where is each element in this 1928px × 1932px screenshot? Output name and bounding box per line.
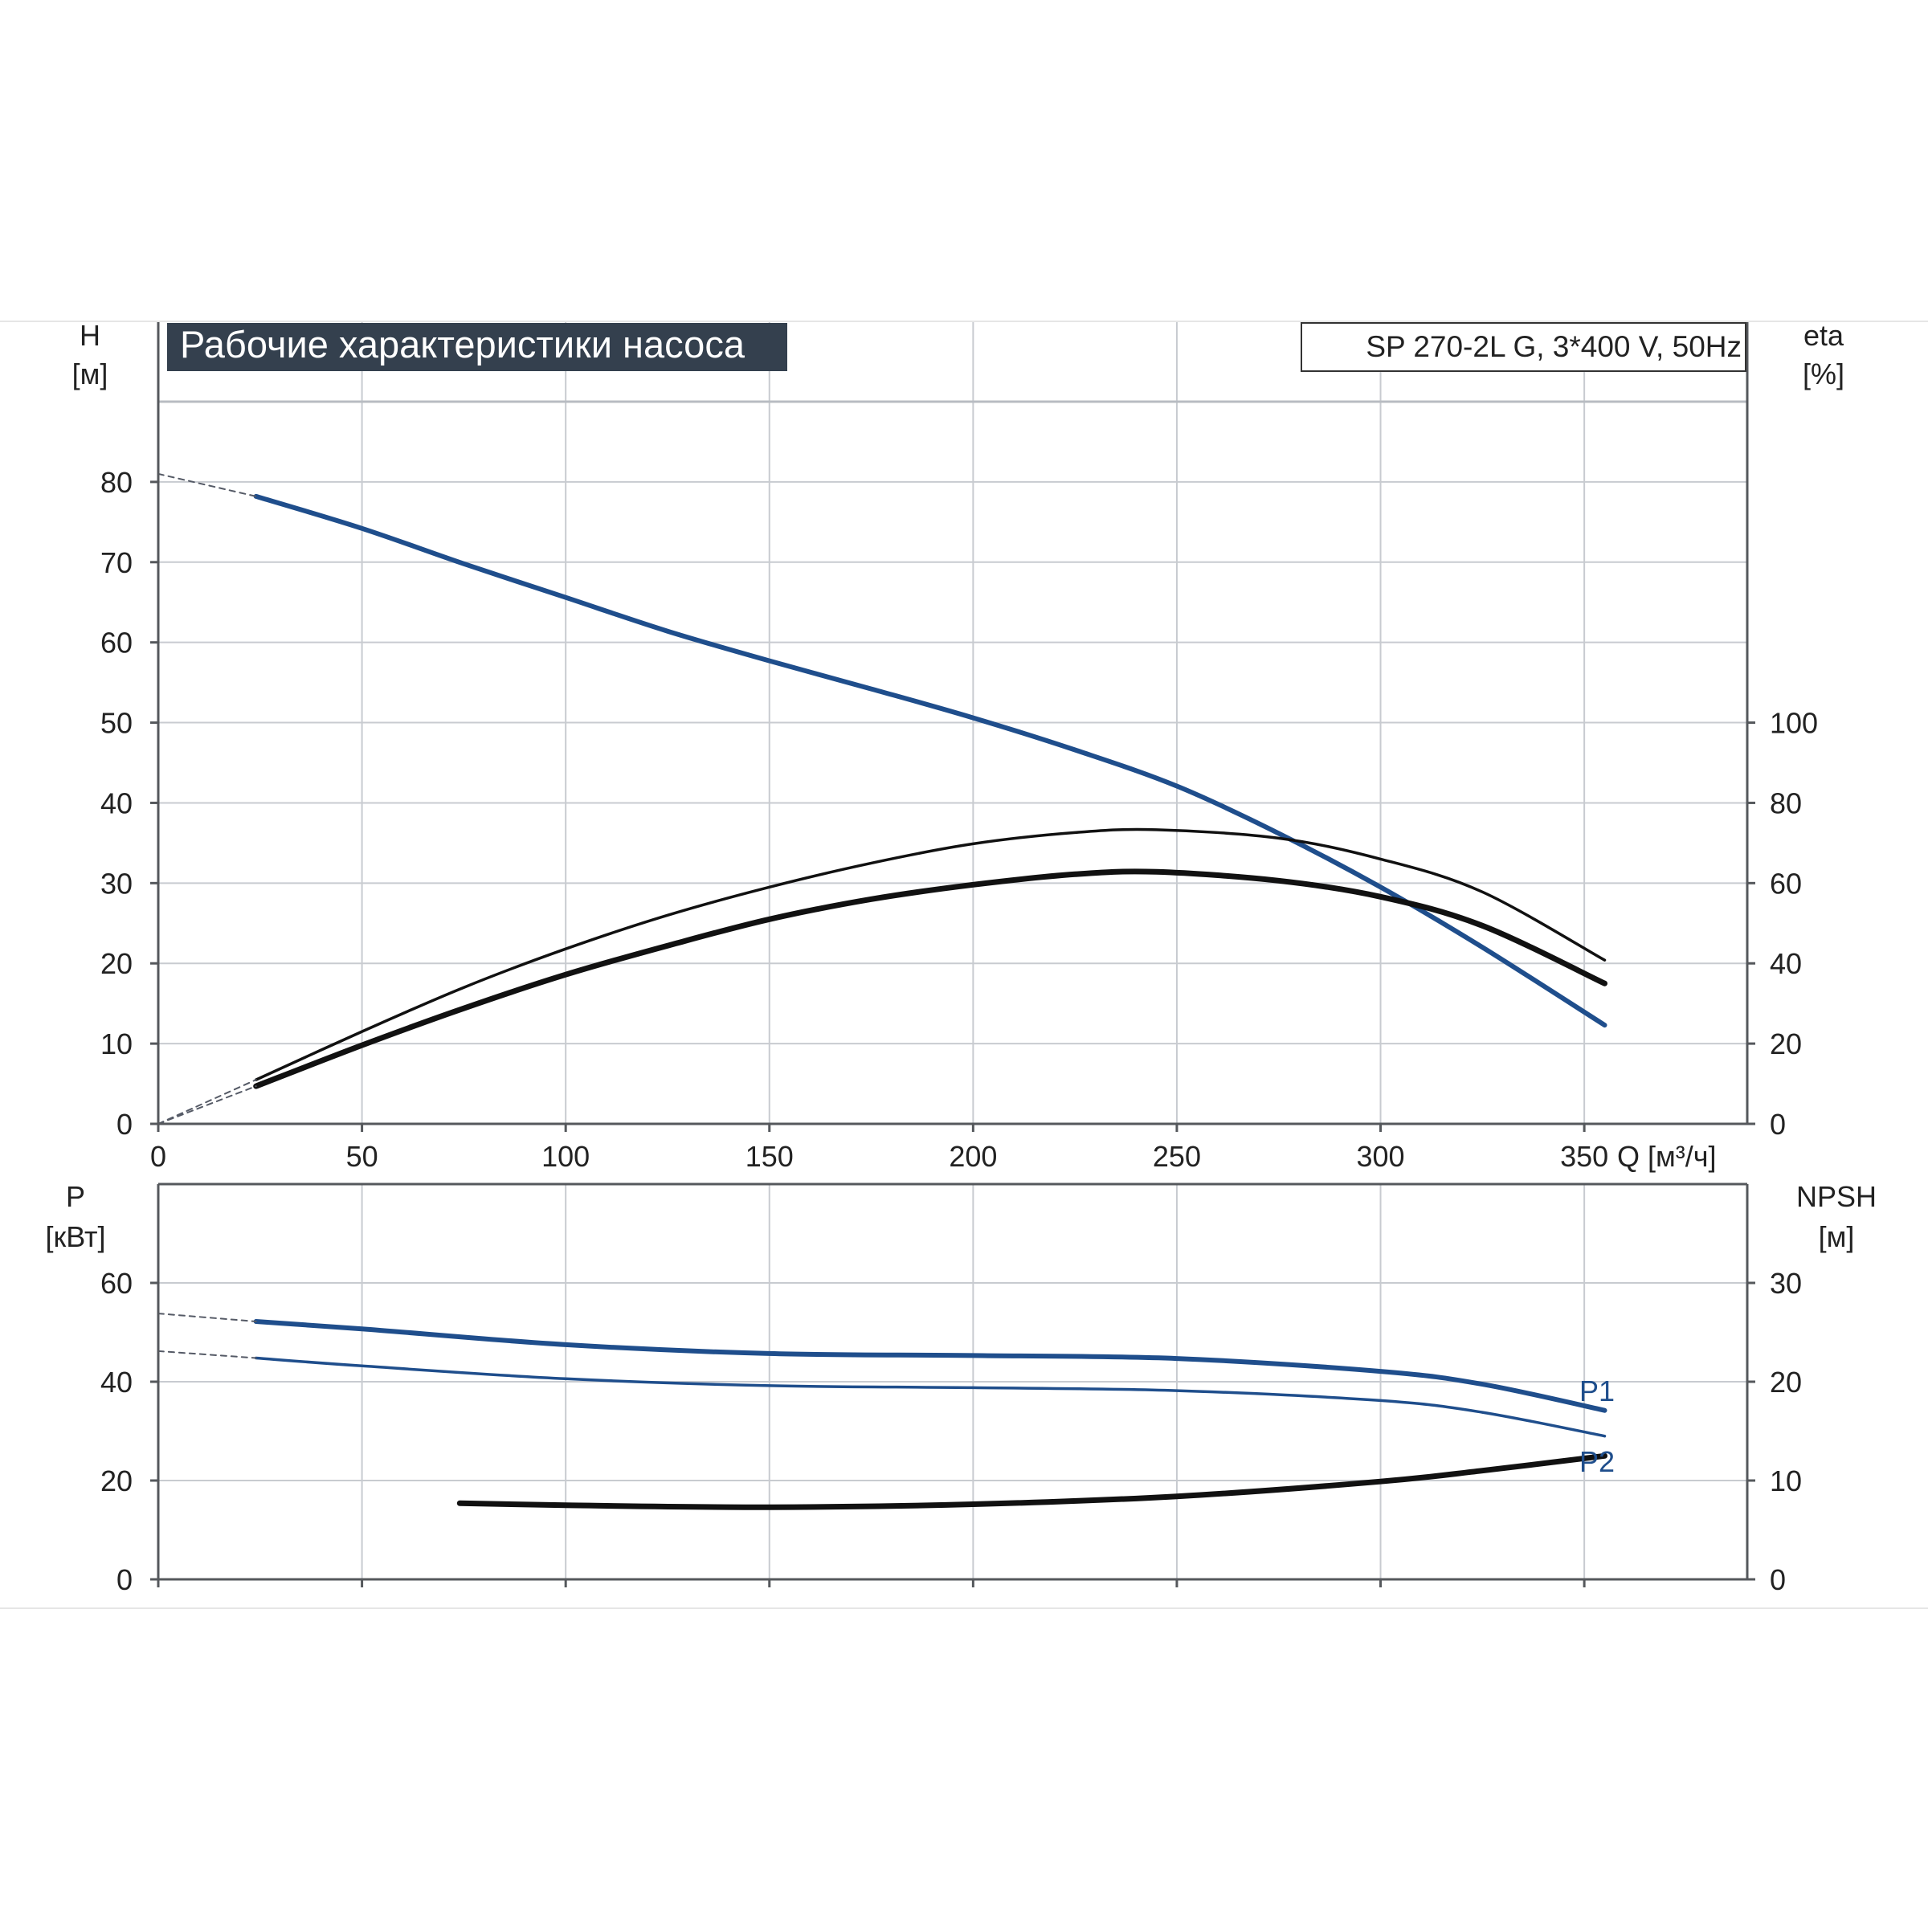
lower-right-tick-label: 10 — [1770, 1464, 1802, 1497]
lower-right-tick-label: 30 — [1770, 1267, 1802, 1300]
title-banner — [167, 323, 787, 371]
upper-left-tick-label: 30 — [100, 867, 133, 900]
p-axis-label: P — [66, 1180, 85, 1213]
lower-chart-series — [157, 1313, 1607, 1510]
model-label-box — [1301, 322, 1746, 372]
upper-chart-frame — [150, 321, 1755, 1132]
model-label: SP 270-2L G, 3*400 V, 50Hz — [1366, 330, 1742, 363]
x-tick-label: 50 — [346, 1140, 378, 1173]
lower-left-tick-label: 60 — [100, 1267, 133, 1300]
lower-left-tick-label: 0 — [116, 1563, 133, 1596]
x-tick-label: 0 — [150, 1140, 166, 1173]
upper-right-tick-label: 80 — [1770, 786, 1802, 819]
upper-right-tick-label: 20 — [1770, 1027, 1802, 1060]
efficiency-pump-curve — [254, 827, 1607, 1081]
upper-left-tick-label: 50 — [100, 707, 133, 740]
head-extrapolation-curve — [157, 472, 257, 497]
lower-right-tick-label: 0 — [1770, 1563, 1786, 1596]
eta-axis-unit: [%] — [1803, 357, 1844, 390]
x-tick-label: 100 — [541, 1140, 590, 1173]
x-tick-label: 300 — [1356, 1140, 1404, 1173]
upper-left-tick-label: 0 — [116, 1108, 133, 1141]
upper-left-tick-label: 80 — [100, 466, 133, 499]
efficiency-total-extrapolation-curve — [157, 1085, 257, 1125]
upper-chart-grid — [158, 321, 1747, 1124]
upper-right-tick-label: 40 — [1770, 947, 1802, 980]
x-tick-label: 250 — [1153, 1140, 1201, 1173]
efficiency-total-curve — [253, 868, 1607, 1089]
npsh-curve — [456, 1452, 1607, 1510]
eta-axis-label: eta — [1803, 319, 1844, 352]
p-axis-unit: [кВт] — [45, 1220, 105, 1253]
p1-extrapolation-curve — [157, 1313, 257, 1322]
upper-left-tick-label: 10 — [100, 1027, 133, 1060]
p2-curve — [254, 1356, 1607, 1438]
lower-chart-grid — [158, 1184, 1747, 1579]
upper-right-tick-label: 100 — [1770, 707, 1818, 740]
p1-curve — [253, 1319, 1607, 1413]
lower-left-tick-label: 40 — [100, 1366, 133, 1399]
upper-left-tick-label: 70 — [100, 546, 133, 579]
p2-series-label: P2 — [1579, 1445, 1615, 1478]
p2-extrapolation-curve — [157, 1350, 257, 1359]
npsh-axis-label: NPSH — [1796, 1180, 1877, 1213]
upper-left-tick-label: 40 — [100, 786, 133, 819]
chart-title: Рабочие характеристики насоса — [180, 323, 745, 366]
upper-right-tick-label: 60 — [1770, 867, 1802, 900]
efficiency-pump-extrapolation-curve — [157, 1079, 257, 1125]
x-tick-label: 200 — [949, 1140, 997, 1173]
npsh-axis-unit: [м] — [1819, 1220, 1855, 1253]
x-tick-label: 350 — [1560, 1140, 1608, 1173]
h-axis-label: H — [80, 319, 100, 352]
lower-left-tick-label: 20 — [100, 1464, 133, 1497]
upper-right-tick-label: 0 — [1770, 1108, 1786, 1141]
upper-left-tick-label: 60 — [100, 627, 133, 660]
lower-right-tick-label: 20 — [1770, 1366, 1802, 1399]
lower-chart-frame — [150, 1182, 1755, 1587]
upper-chart-series — [157, 472, 1607, 1125]
q-axis-label: Q [м³/ч] — [1617, 1140, 1717, 1173]
p1-series-label: P1 — [1579, 1374, 1615, 1407]
upper-left-tick-label: 20 — [100, 947, 133, 980]
head-curve — [253, 493, 1607, 1028]
x-tick-label: 150 — [745, 1140, 794, 1173]
h-axis-unit: [м] — [72, 357, 108, 390]
